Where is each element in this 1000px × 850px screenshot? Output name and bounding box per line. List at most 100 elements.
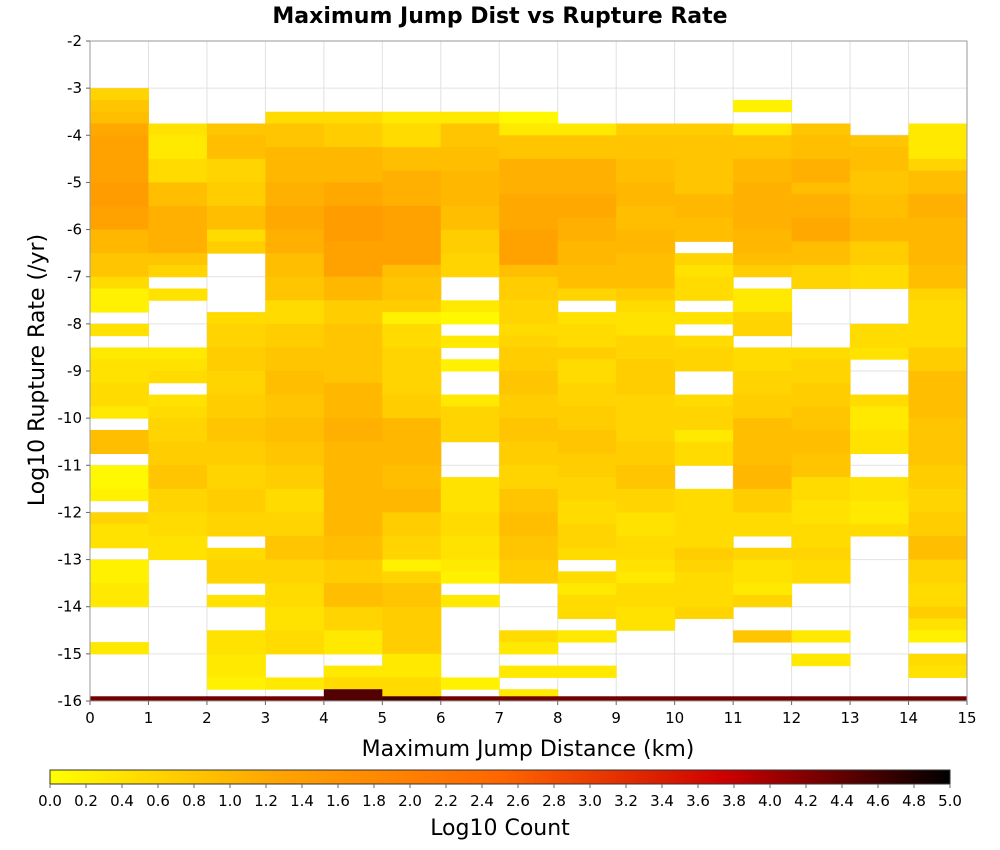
heatmap-cell (382, 264, 442, 278)
heatmap-cell (791, 241, 851, 266)
heatmap-cell (616, 418, 676, 443)
heatmap-cell (206, 559, 266, 584)
heatmap-cell (323, 206, 383, 242)
y-tick-label: -10 (58, 409, 83, 427)
heatmap-cell (908, 347, 968, 372)
y-tick-label: -3 (67, 79, 82, 97)
heatmap-cell (440, 170, 500, 207)
heatmap-cell (265, 512, 325, 537)
heatmap-cell (908, 300, 968, 348)
heatmap-cell (908, 559, 968, 584)
heatmap-cell (733, 630, 793, 643)
heatmap-cell (499, 111, 559, 124)
heatmap-cell (440, 335, 500, 348)
x-tick-label: 5 (378, 709, 388, 727)
heatmap-cell (733, 135, 793, 160)
heatmap-cell (499, 696, 559, 702)
colorbar-tick-label: 2.6 (506, 792, 530, 810)
heatmap-cell (674, 217, 734, 242)
heatmap-cell (90, 512, 149, 525)
heatmap-cell (148, 394, 208, 407)
heatmap-cell (265, 441, 325, 466)
heatmap-cell (499, 371, 559, 396)
heatmap-cell (850, 147, 910, 172)
heatmap-cell (206, 465, 266, 490)
heatmap-cell (323, 347, 383, 384)
heatmap-cell (499, 665, 559, 678)
heatmap-cell (382, 276, 442, 301)
heatmap-cell (265, 300, 325, 325)
heatmap-cell (90, 429, 149, 454)
colorbar-tick-label: 4.4 (830, 792, 854, 810)
heatmap-cell (382, 583, 442, 608)
heatmap-cell (733, 559, 793, 584)
heatmap-cell (733, 253, 793, 266)
heatmap-cell (557, 359, 617, 384)
heatmap-cell (674, 406, 734, 431)
heatmap-cell (265, 371, 325, 396)
heatmap-cells (90, 88, 968, 702)
heatmap-cell (557, 347, 617, 360)
colorbar-tick-label: 4.8 (902, 792, 926, 810)
heatmap-cell (791, 696, 851, 702)
colorbar-tick-label: 0.8 (182, 792, 206, 810)
heatmap-cell (265, 465, 325, 490)
heatmap-cell (323, 382, 383, 419)
heatmap-cell (616, 182, 676, 207)
heatmap-cell (90, 559, 149, 584)
heatmap-cell (148, 158, 208, 183)
heatmap-cell (90, 488, 149, 502)
heatmap-cell (323, 665, 383, 678)
heatmap-cell (733, 347, 793, 360)
heatmap-cell (791, 264, 851, 289)
heatmap-cell (850, 170, 910, 195)
heatmap-cell (265, 559, 325, 584)
heatmap-cell (440, 253, 500, 278)
heatmap-cell (850, 135, 910, 148)
heatmap-cell (557, 500, 617, 525)
heatmap-cell (791, 158, 851, 183)
heatmap-cell (440, 512, 500, 537)
heatmap-cell (674, 194, 734, 219)
colorbar-tick-label: 0.2 (74, 792, 98, 810)
heatmap-cell (90, 99, 149, 113)
heatmap-cell (90, 359, 149, 384)
heatmap-cell (206, 441, 266, 466)
heatmap-cell (382, 677, 442, 697)
heatmap-cell (265, 253, 325, 278)
heatmap-cell (791, 382, 851, 407)
heatmap-cell (265, 147, 325, 183)
heatmap-cell (908, 618, 968, 631)
heatmap-cell (148, 264, 208, 278)
heatmap-cell (791, 182, 851, 195)
y-tick-label: -16 (58, 692, 83, 710)
heatmap-cell (265, 536, 325, 561)
y-tick-label: -5 (67, 173, 82, 191)
heatmap-cell (323, 111, 383, 124)
heatmap-cell (440, 406, 500, 443)
heatmap-cell (674, 253, 734, 266)
colorbar-tick-label: 3.0 (578, 792, 602, 810)
heatmap-cell (557, 264, 617, 289)
heatmap-cell (791, 406, 851, 431)
heatmap-cell (440, 123, 500, 148)
colorbar-tick-label: 3.4 (650, 792, 674, 810)
heatmap-cell (265, 606, 325, 631)
heatmap-cell (557, 583, 617, 596)
colorbar-tick-label: 4.6 (866, 792, 890, 810)
heatmap-cell (148, 135, 208, 160)
colorbar-tick-label: 2.2 (434, 792, 458, 810)
heatmap-cell (382, 312, 442, 325)
heatmap-cell (674, 276, 734, 301)
x-tick-label: 14 (899, 709, 918, 727)
heatmap-cell (206, 547, 266, 561)
heatmap-cell (440, 312, 500, 325)
x-tick-label: 1 (144, 709, 154, 727)
heatmap-cell (206, 630, 266, 655)
heatmap-cell (674, 559, 734, 572)
heatmap-cell (265, 111, 325, 124)
heatmap-cell (90, 111, 149, 124)
heatmap-cell (908, 217, 968, 242)
x-tick-label: 9 (611, 709, 621, 727)
heatmap-cell (499, 276, 559, 301)
